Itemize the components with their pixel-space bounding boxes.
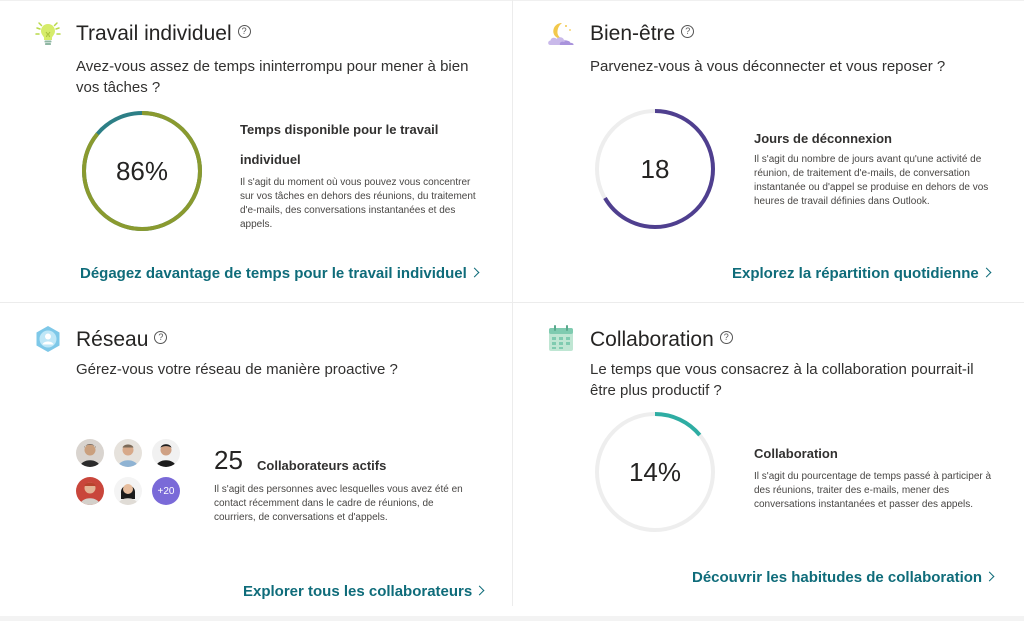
horizontal-divider [0,302,1024,303]
daily-breakdown-link[interactable]: Explorez la répartition quotidienne [732,265,992,282]
card-individual-work: Travail individuel? Avez-vous assez de t… [0,0,512,303]
collaboration-habits-link[interactable]: Découvrir les habitudes de collaboration [692,569,995,586]
metric-description: Il s'agit des personnes avec lesquelles … [214,484,463,523]
more-collaborators-badge[interactable]: +20 [152,477,180,505]
globe-person-icon [34,325,62,353]
card-network: Réseau? Gérez-vous votre réseau de maniè… [0,303,512,606]
moon-cloud-icon [546,20,574,48]
metric-description: Il s'agit du moment où vous pouvez vous … [240,177,476,230]
individual-time-ring: 86% [79,108,205,234]
individual-work-link[interactable]: Dégagez davantage de temps pour le trava… [80,265,480,282]
active-collaborators-count: 25 [214,445,243,475]
chevron-right-icon [469,267,480,278]
card-wellbeing: Bien-être? Parvenez-vous à vous déconnec… [512,0,1024,303]
card-collaboration: Collaboration? Le temps que vous consacr… [512,303,1024,606]
card-title: Travail individuel? [76,22,251,46]
card-title: Réseau? [76,328,168,352]
chevron-right-icon [474,585,485,596]
bottom-border [0,616,1024,621]
all-collaborators-link[interactable]: Explorer tous les collaborateurs [243,583,485,600]
metric-title: Temps disponible pour le travail individ… [240,122,439,167]
disconnect-days-ring: 18 [592,106,718,232]
active-collaborators-label: Collaborateurs actifs [257,458,387,473]
ring-arc [595,412,715,532]
avatar[interactable] [76,477,104,505]
lightbulb-icon [34,20,62,48]
vertical-divider [512,0,513,606]
metric-title: Collaboration [754,446,838,461]
avatar[interactable] [152,439,180,467]
card-question: Le temps que vous consacrez à la collabo… [590,361,974,399]
collaboration-ring: 14% [592,409,718,535]
question-circle-icon[interactable]: ? [237,25,251,38]
chevron-right-icon [984,571,995,582]
ring-value: 14% [628,456,682,487]
card-question: Avez-vous assez de temps ininterrompu po… [76,58,469,96]
metric-description: Il s'agit du pourcentage de temps passé … [754,471,992,510]
metric-title: Jours de déconnexion [754,131,892,146]
metric-description: Il s'agit du nombre de jours avant qu'un… [754,154,989,207]
question-circle-icon[interactable]: ? [719,331,733,344]
card-question: Parvenez-vous à vous déconnecter et vous… [590,58,946,75]
ring-value: 86% [115,155,169,186]
chevron-right-icon [981,267,992,278]
card-title: Collaboration? [590,328,733,352]
collaborator-avatars: +20 [76,439,192,515]
question-circle-icon[interactable]: ? [154,331,168,344]
card-question: Gérez-vous votre réseau de manière proac… [76,361,398,378]
avatar[interactable] [114,477,142,505]
question-circle-icon[interactable]: ? [681,25,695,38]
calendar-icon [548,324,576,352]
ring-value: 18 [640,153,670,184]
card-title: Bien-être? [590,22,695,46]
ring-arc [603,109,715,230]
ring-arc [82,111,202,231]
avatar[interactable] [114,439,142,467]
avatar[interactable] [76,439,104,467]
